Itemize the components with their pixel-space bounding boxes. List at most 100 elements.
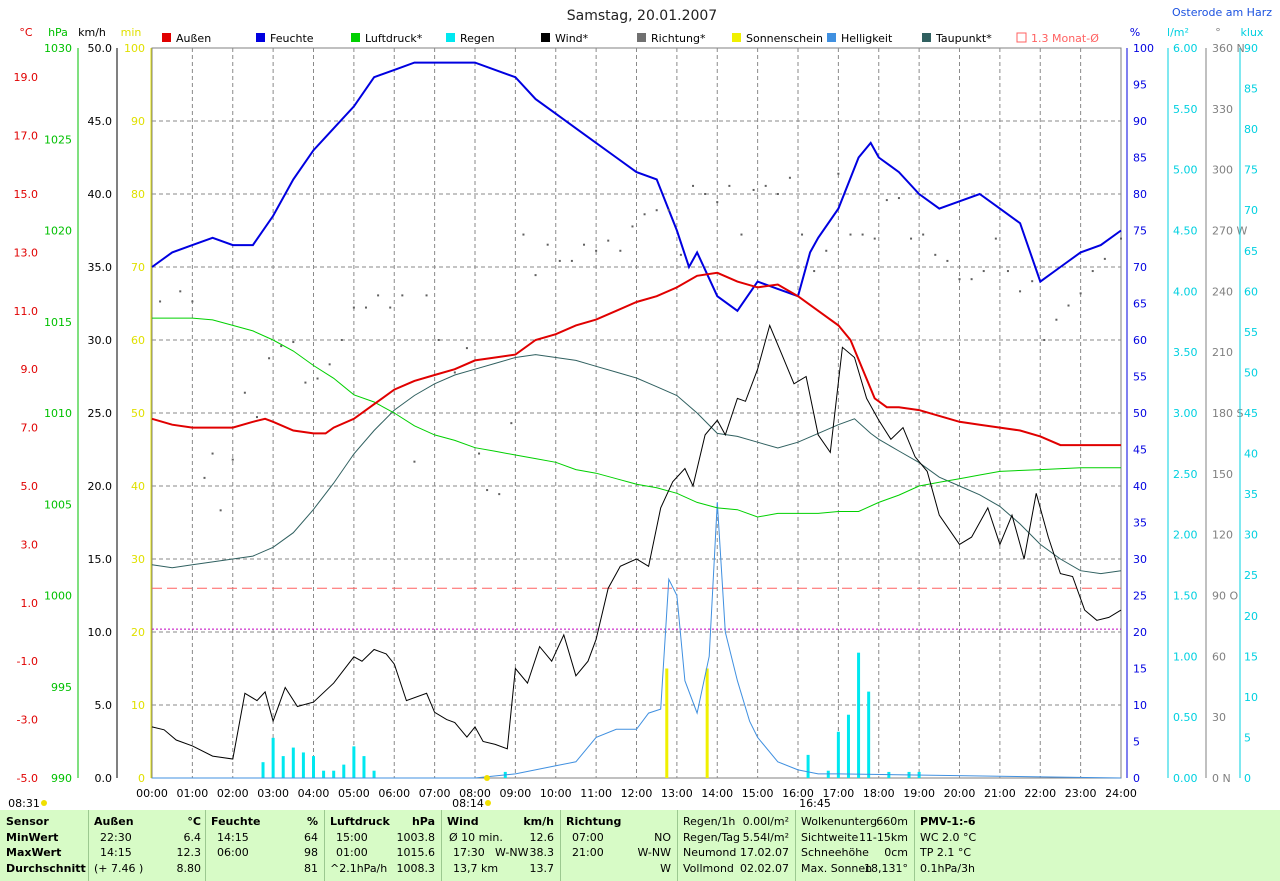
axis-tick-label: 6.00 [1173, 42, 1198, 55]
time-tick-label: 22:00 [1024, 787, 1056, 800]
luftdruck-min-time: 15:00 [336, 830, 368, 844]
axis-tick-label: 10 [1133, 699, 1147, 712]
axis-unit-label: km/h [78, 26, 106, 39]
axis-tick-label: 90 [131, 115, 145, 128]
luftdruck-header: Luftdruck [330, 815, 390, 828]
feuchte-min-value: 64 [304, 830, 318, 844]
regen-1h-value: 0.00l/m² [742, 815, 789, 828]
sichtweite-label: Sichtweite [801, 830, 859, 844]
axis-tick-label: 25.0 [88, 407, 113, 420]
axis-tick-label: 30 [1133, 553, 1147, 566]
axis-unit-label: l/m² [1167, 26, 1189, 39]
time-tick-label: 18:00 [863, 787, 895, 800]
direction-dot [478, 452, 481, 455]
time-tick-label: 01:00 [177, 787, 209, 800]
time-tick-label: 02:00 [217, 787, 249, 800]
luftdruck-avg-value: 1008.3 [396, 861, 436, 875]
axis-tick-label: 45.0 [88, 115, 113, 128]
direction-dot [595, 249, 598, 252]
aussen-avg-value: 8.80 [176, 861, 202, 875]
wind-header: Wind [447, 815, 479, 828]
rain-bar [846, 714, 850, 778]
axis-tick-label: 3.00 [1173, 407, 1198, 420]
axis-tick-label: 5.00 [1173, 164, 1198, 177]
direction-dot [211, 452, 214, 455]
rain-bar [332, 770, 336, 778]
axis-tick-label: 180 S [1212, 407, 1243, 420]
legend-swatch [541, 33, 550, 42]
luftdruck-trend: ^2.1hPa/h [330, 861, 388, 875]
time-tick-label: 13:00 [661, 787, 693, 800]
summary-table: Sensor MinWert MaxWert Durchschnitt Auße… [0, 810, 1280, 881]
axis-tick-label: 55 [1244, 326, 1258, 339]
direction-dot [655, 209, 658, 212]
richtung-min-value: NO [654, 830, 671, 844]
direction-dot [191, 300, 194, 303]
sensor-column: Sensor MinWert MaxWert Durchschnitt [6, 814, 86, 876]
chart-title: Samstag, 20.01.2007 [567, 8, 717, 24]
axis-tick-label: 4.00 [1173, 285, 1198, 298]
sichtweite-value: 11-15km [858, 830, 908, 844]
direction-dot [352, 306, 355, 309]
axis-tick-label: 1030 [44, 42, 72, 55]
axis-tick-label: 13.0 [14, 246, 39, 259]
neumond-value: 17.02.07 [740, 846, 789, 859]
axis-tick-label: 45 [1244, 407, 1258, 420]
rain-bar [271, 737, 275, 778]
direction-dot [179, 290, 182, 293]
direction-dot [801, 233, 804, 236]
axis-tick-label: 10 [1244, 691, 1258, 704]
axis-tick-label: 30 [1244, 529, 1258, 542]
axis-units: °C hPa km/h min% l/m² ° klux [19, 26, 1264, 39]
axis-tick-label: 85 [1133, 152, 1147, 165]
axis-tick-label: 60 [1244, 285, 1258, 298]
wind-avg10-label: Ø 10 min. [449, 830, 503, 844]
axis-tick-label: 270 W [1212, 225, 1247, 238]
legend-swatch [351, 33, 360, 42]
richtung-min-time: 07:00 [572, 830, 604, 844]
direction-dot [1019, 290, 1022, 293]
direction-dot [413, 460, 416, 463]
pmv-column: PMV-1:-6 WC 2.0 °C TP 2.1 °C 0.1hPa/3h [920, 814, 1040, 876]
direction-dot [1067, 304, 1070, 307]
direction-dot [728, 184, 731, 187]
direction-dot [203, 476, 206, 479]
richtung-column: Richtung 07:00 NO 21:00 W-NW W [566, 814, 671, 876]
axis-tick-label: 1.00 [1173, 650, 1198, 663]
axis-tick-label: 0.50 [1173, 711, 1198, 724]
max-label: MaxWert [6, 846, 62, 859]
axis-tick-label: 15.0 [14, 188, 39, 201]
vollmond-value: 02.02.07 [740, 861, 789, 875]
axis-tick-label: 40.0 [88, 188, 113, 201]
direction-dot [1091, 270, 1094, 273]
pmv-wc: WC 2.0 °C [920, 830, 977, 844]
aussen-avg-note: (+ 7.46 ) [94, 861, 144, 875]
axis-unit-label: klux [1241, 26, 1264, 39]
legend-label: Helligkeit [841, 32, 893, 45]
sun-bar [665, 668, 669, 778]
time-tick-label: 23:00 [1065, 787, 1097, 800]
axis-tick-label: 25 [1244, 569, 1258, 582]
axis-tick-label: 60 [131, 334, 145, 347]
axis-tick-label: 0.0 [95, 772, 113, 785]
direction-dot [486, 489, 489, 492]
legend-label: Wind* [555, 32, 589, 45]
axis-tick-label: 35 [1244, 488, 1258, 501]
series-line-wind [151, 323, 1122, 760]
direction-dot [813, 270, 816, 273]
schneehoehe-value: 0cm [884, 846, 908, 859]
direction-dot [1120, 237, 1122, 240]
legend-label: Richtung* [651, 32, 706, 45]
feuchte-max-time: 06:00 [217, 846, 249, 859]
direction-dot [958, 278, 961, 281]
direction-dot [364, 306, 367, 309]
axis-tick-label: 360 N [1212, 42, 1245, 55]
axis-tick-label: 90 [1133, 115, 1147, 128]
direction-dot [631, 225, 634, 228]
legend-swatch [446, 33, 455, 42]
axis-tick-label: 35 [1133, 517, 1147, 530]
axis-tick-label: 70 [131, 261, 145, 274]
axis-tick-label: 90 [1244, 42, 1258, 55]
direction-dot [1079, 292, 1082, 295]
max-sonnen-value: 18,131° [864, 861, 908, 875]
